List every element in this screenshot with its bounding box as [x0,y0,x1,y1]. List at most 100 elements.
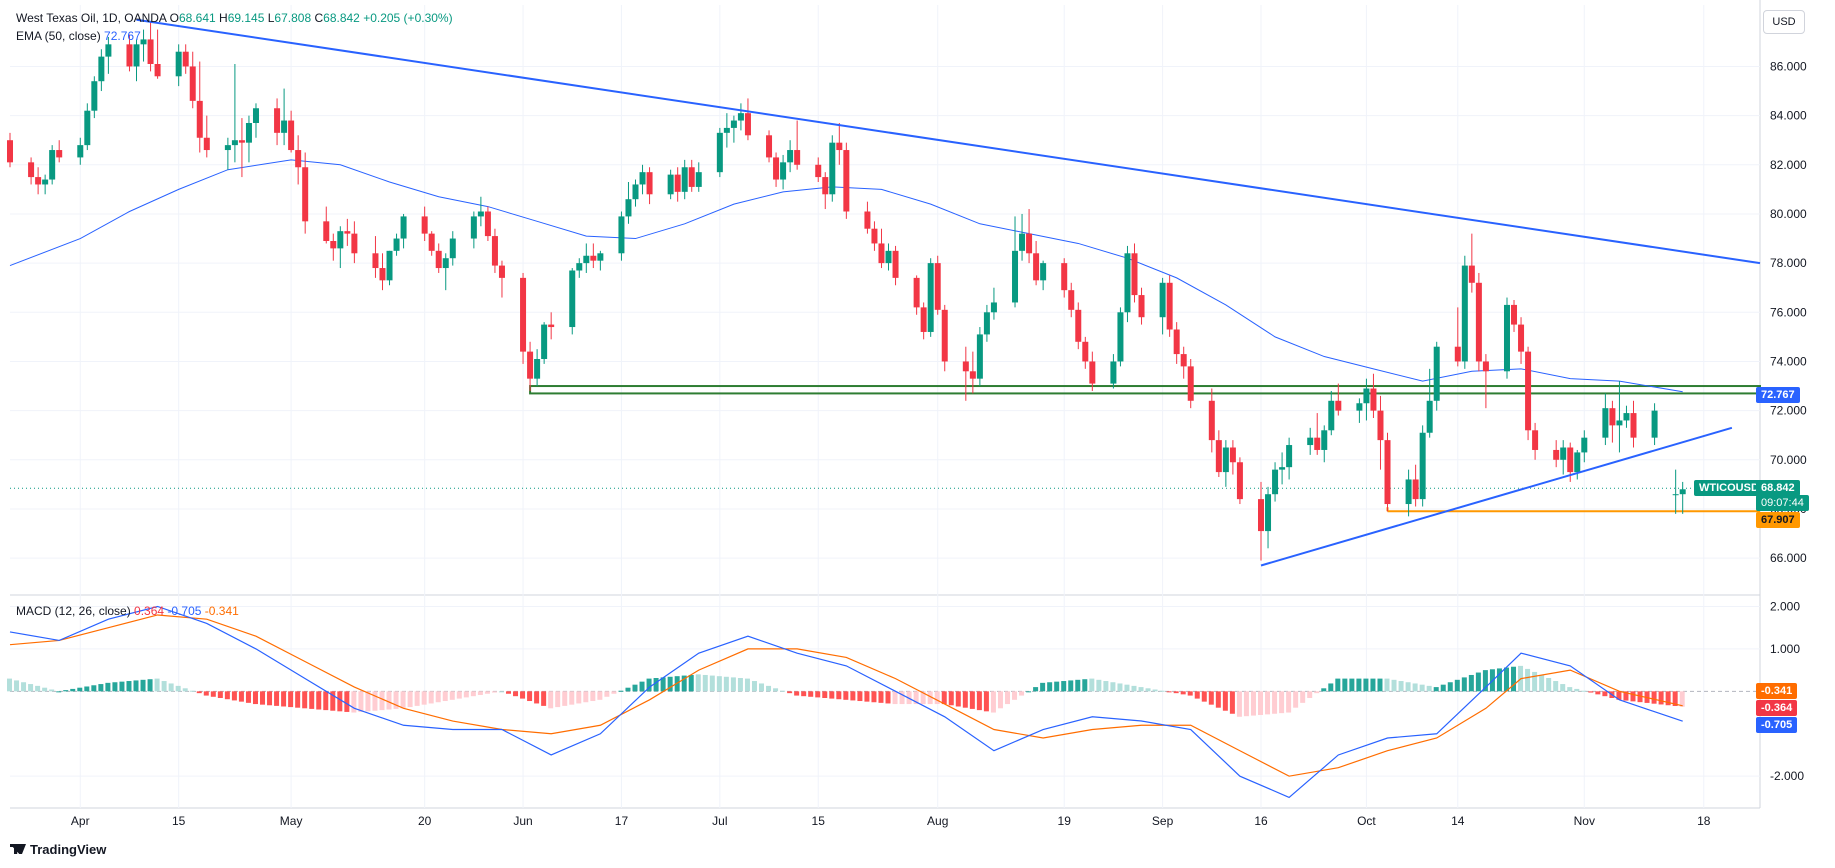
candle-body [744,113,751,136]
macd-histogram-bar [990,691,996,713]
candle [1672,469,1679,514]
macd-histogram-bar [660,677,666,692]
macd-histogram-bar [948,691,954,706]
time-tick-label: 18 [1697,814,1711,828]
ema-value: 72.767 [104,29,141,43]
macd-tick-label: 2.000 [1770,599,1800,613]
candle-body [245,123,252,143]
candle-body [618,216,625,254]
macd-histogram-bar [709,675,715,692]
candle-body [1166,282,1173,330]
macd-histogram-bar [653,678,659,692]
macd-histogram-bar [1166,691,1172,693]
candle [154,29,161,79]
macd-histogram-bar [625,687,631,692]
candle [1532,422,1539,460]
candle-body [1426,400,1433,433]
time-tick-label: 20 [418,814,432,828]
macd-histogram-bar [1623,691,1629,701]
macd-histogram-bar [1145,688,1151,692]
candle-body [1110,361,1117,384]
candle [1019,213,1026,261]
macd-histogram-bar [365,691,371,712]
candle [1131,243,1138,303]
candle-body [203,137,210,151]
macd-histogram-bar [576,691,582,704]
macd-histogram-bar [70,688,76,692]
macd-histogram-bar [962,691,968,708]
candle-body [140,39,147,45]
price-tick-label: 82.000 [1770,158,1807,172]
candle [35,167,42,195]
macd-histogram-bar [400,691,406,709]
candle-body [520,277,527,352]
candle-body [351,233,358,254]
macd-histogram-bar [217,691,223,698]
macd-histogram-bar [976,691,982,711]
candle-body [892,250,899,278]
macd-histogram-bar [969,691,975,709]
candle [1222,440,1229,487]
macd-line-tag: -0.705 [1756,717,1798,733]
macd-histogram-bar [1026,691,1032,693]
candle-body [1567,447,1574,473]
candle [196,61,203,153]
brand-text: TradingView [30,842,107,857]
candle [829,135,836,202]
macd-histogram-bar [1560,684,1566,692]
macd-histogram-bar [1250,691,1256,716]
candle [1623,405,1630,428]
macd-histogram-bar [850,691,856,701]
macd-histogram-bar [161,681,167,692]
candle-body [1124,253,1131,313]
candle [625,182,632,224]
price-tick-label: 80.000 [1770,207,1807,221]
candle-body [1335,400,1342,411]
low-value: 67.808 [274,11,312,25]
candle-body [1363,388,1370,404]
candle [175,44,182,87]
candle-body [1258,499,1265,532]
candle [688,159,695,192]
candle [1279,452,1286,485]
macd-histogram-bar [1651,691,1657,704]
candle-body [541,324,548,359]
macd-histogram-bar [344,691,350,712]
macd-histogram-bar [1405,682,1411,692]
candle-body [864,211,871,229]
time-tick-label: Sep [1152,814,1174,828]
macd-histogram-bar [1047,682,1053,692]
macd-histogram-bar [801,691,807,697]
candle-body [871,228,878,244]
time-tick-label: Jul [712,814,727,828]
macd-histogram-bar [836,691,842,700]
candle [1475,272,1482,372]
candle [498,260,505,298]
candle [983,304,990,342]
macd-signal-value: -0.341 [204,604,239,618]
tradingview-logo[interactable]: TradingView [10,842,106,857]
candle [1215,430,1222,477]
macd-histogram-bar [456,691,462,699]
low-label: L [267,11,275,25]
candle-body [1117,312,1124,362]
candle [1433,341,1440,411]
candle [667,169,674,200]
macd-histogram-bar [1503,667,1509,692]
candle-body [674,174,681,192]
candle-body [1377,410,1384,441]
macd-histogram-bar [309,691,315,709]
price-tick-label: 72.000 [1770,404,1807,418]
macd-histogram-bar [189,690,195,692]
candle-body [1173,329,1180,355]
candle [231,64,238,163]
macd-histogram-bar [1616,691,1622,700]
candle [274,98,281,146]
macd-histogram-bar [590,691,596,702]
currency-button[interactable]: USD [1763,10,1805,34]
candle [892,245,899,286]
candle [126,34,133,72]
time-tick-label: 14 [1451,814,1465,828]
candle [344,218,351,246]
